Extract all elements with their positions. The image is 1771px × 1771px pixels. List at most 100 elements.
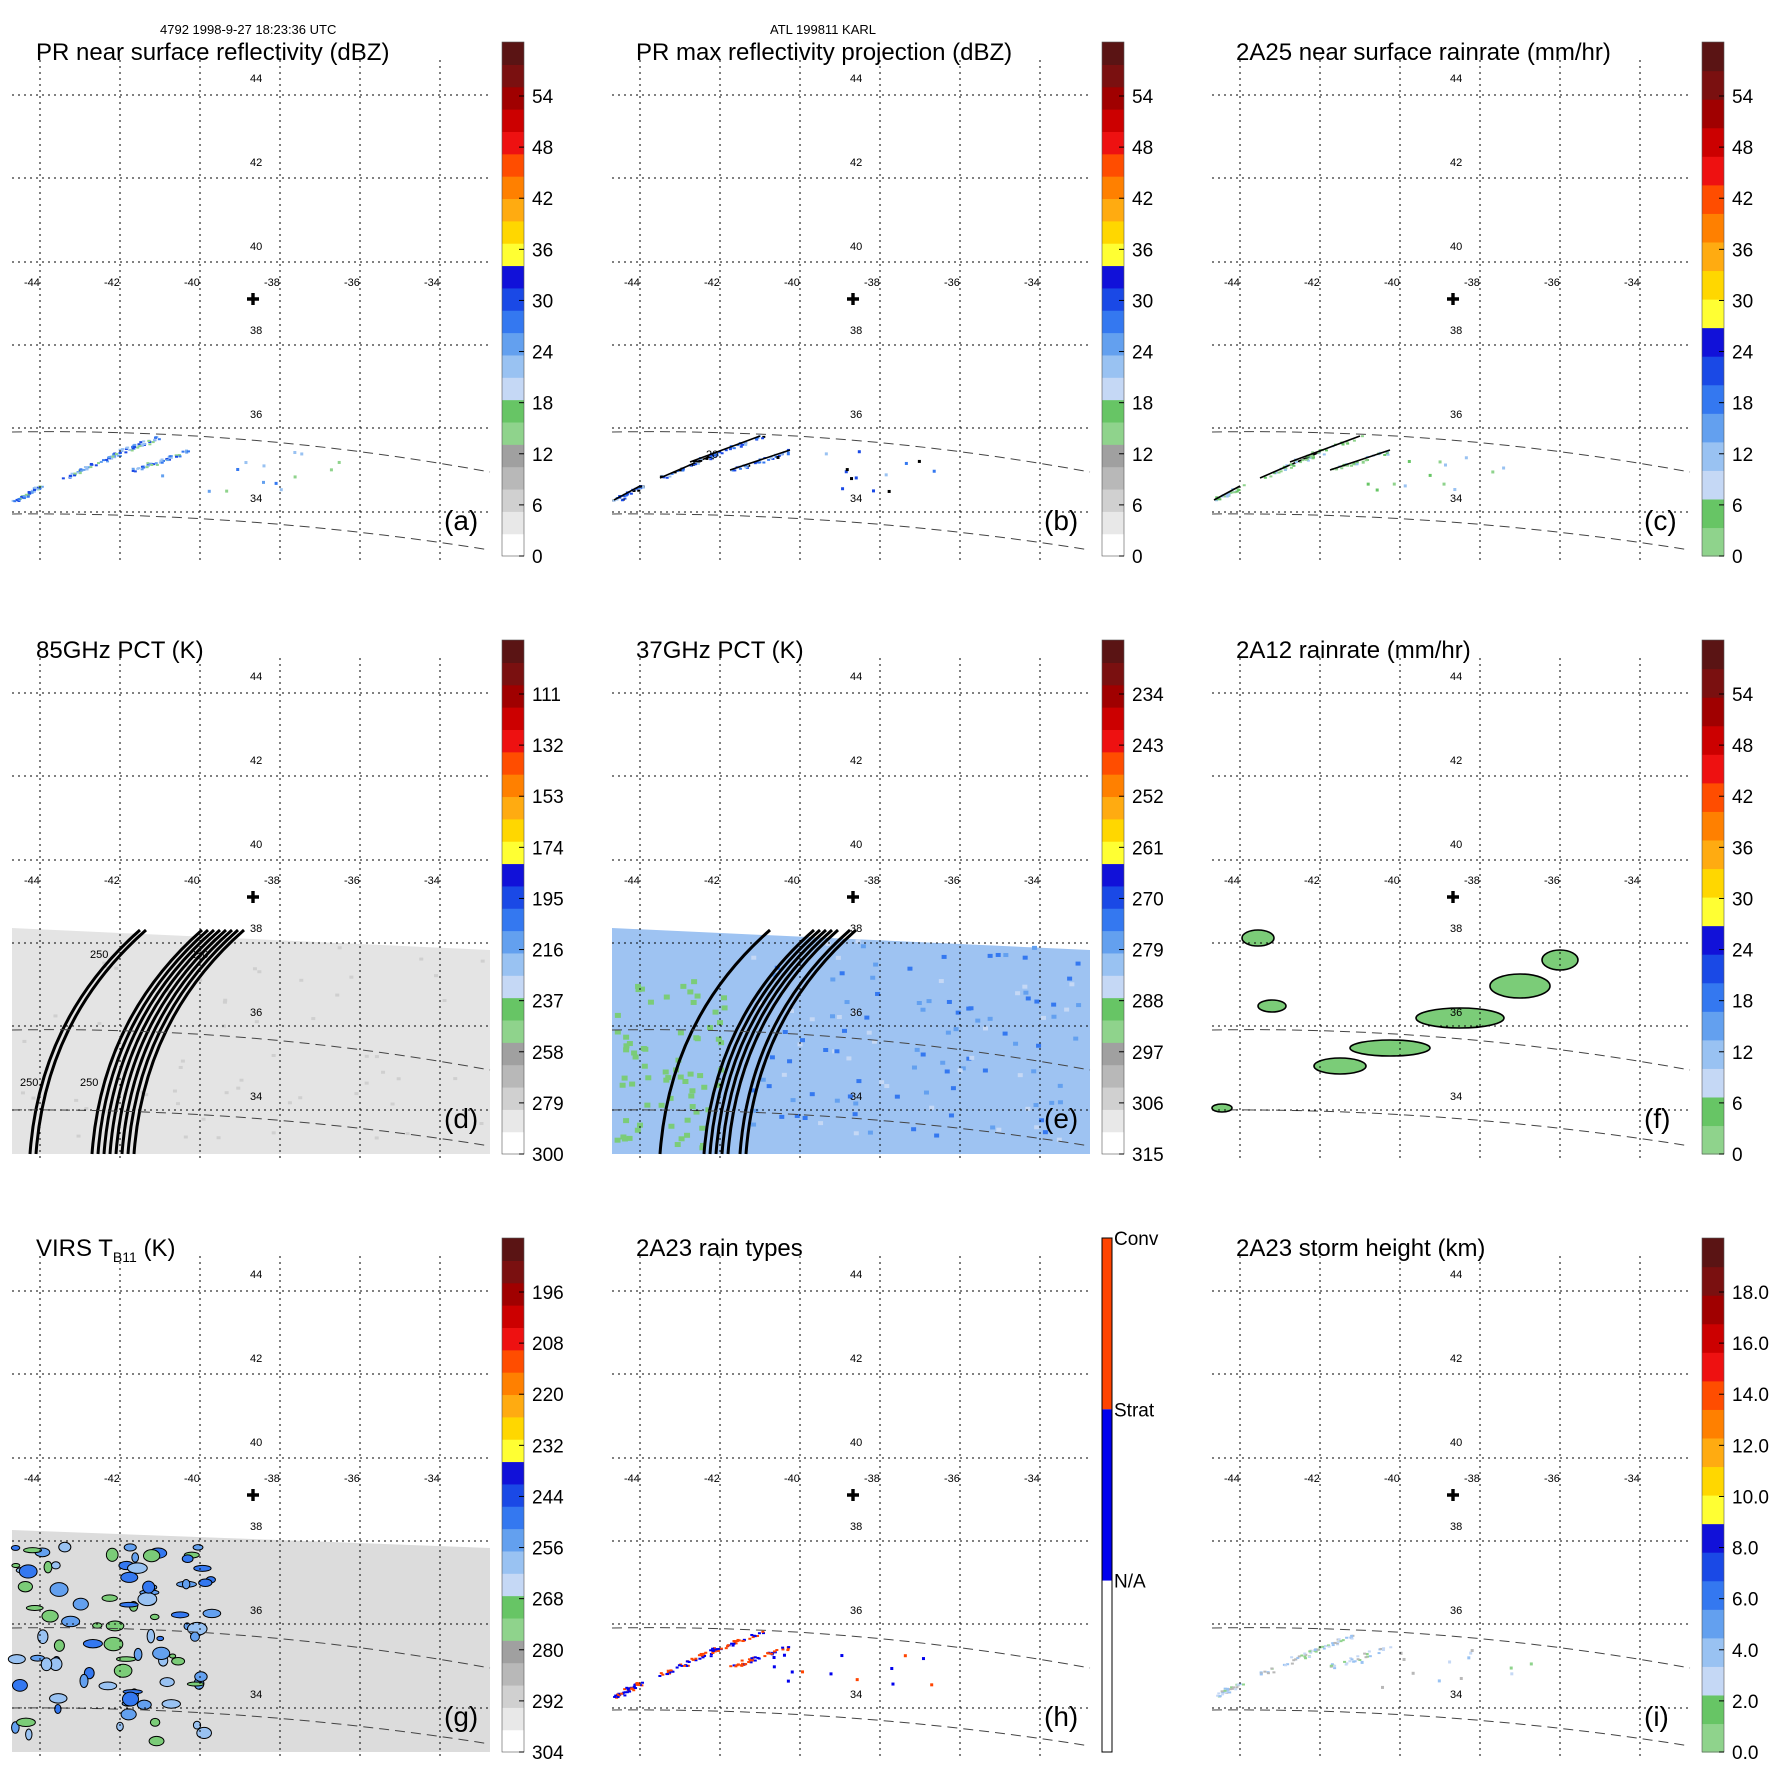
data-pixel xyxy=(701,1656,705,1659)
data-pixel xyxy=(1308,1655,1312,1658)
contour-label: 250 xyxy=(90,949,108,961)
lon-tick-label: -40 xyxy=(184,1473,200,1485)
data-pixel xyxy=(824,452,828,456)
data-pixel xyxy=(1381,1685,1385,1689)
lon-tick-label: -42 xyxy=(104,1473,120,1485)
data-pixel xyxy=(616,1696,620,1699)
data-pixel xyxy=(1329,1664,1333,1667)
data-pixel xyxy=(870,975,876,980)
data-pixel xyxy=(140,468,144,471)
data-pixel xyxy=(662,476,666,479)
data-pixel xyxy=(797,1042,803,1047)
colorbar-tick-label: 270 xyxy=(1132,889,1164,910)
data-pixel xyxy=(121,448,125,451)
swath-edge-south xyxy=(611,1709,1091,1747)
cloud-cell xyxy=(43,1560,53,1574)
center-plus-icon xyxy=(1447,891,1459,903)
data-pixel xyxy=(867,1130,873,1135)
data-pixel xyxy=(709,455,713,458)
contour-line xyxy=(729,449,791,471)
data-pixel xyxy=(856,1079,862,1084)
data-pixel xyxy=(613,1695,617,1698)
data-pixel xyxy=(1360,435,1364,438)
swath-edge-south xyxy=(11,1109,491,1147)
data-pixel xyxy=(1223,495,1227,498)
data-pixel xyxy=(1292,1659,1296,1662)
data-pixel xyxy=(996,1127,1002,1132)
data-pixel xyxy=(446,1123,451,1127)
data-pixel xyxy=(175,455,179,458)
panel-c: -44 -42 -40 -38 -36 -34 44 42 40 38 36 34 2A25 near … xyxy=(1211,39,1754,568)
data-pixel xyxy=(1336,1641,1340,1644)
colorbar-segment xyxy=(1702,1125,1724,1155)
data-pixel xyxy=(225,489,229,493)
data-pixel xyxy=(1290,1656,1294,1659)
cloud-cell xyxy=(116,1721,124,1732)
data-pixel xyxy=(1215,498,1219,501)
panel-title-text: 2A23 rain types xyxy=(636,1235,803,1262)
data-pixel xyxy=(987,1016,993,1021)
data-pixel xyxy=(1304,1657,1308,1660)
lon-tick-label: -44 xyxy=(1224,277,1240,289)
panel-title: 2A23 rain types xyxy=(636,1235,803,1262)
cloud-cell xyxy=(61,1615,81,1628)
colorbar-segment xyxy=(1702,1523,1724,1553)
data-pixel xyxy=(794,1113,800,1118)
data-pixel xyxy=(668,1671,672,1674)
data-pixel xyxy=(638,1684,642,1687)
data-pixel xyxy=(13,500,17,503)
data-pixel xyxy=(1031,1069,1037,1074)
data-pixel xyxy=(1529,1662,1533,1666)
data-pixel xyxy=(685,1664,689,1667)
data-pixel xyxy=(70,472,74,475)
data-pixel xyxy=(917,459,921,463)
data-pixel xyxy=(747,1661,751,1664)
data-pixel xyxy=(1438,460,1442,464)
colorbar-segment xyxy=(1702,1637,1724,1667)
data-pixel xyxy=(645,1075,652,1081)
data-pixel xyxy=(244,461,248,465)
cloud-cell xyxy=(17,1580,33,1593)
data-pixel xyxy=(612,499,616,502)
colorbar-segment xyxy=(1102,332,1124,356)
data-pixel xyxy=(694,1659,698,1662)
data-pixel xyxy=(1363,1652,1367,1655)
lat-tick-label: 40 xyxy=(850,1437,862,1449)
data-pixel xyxy=(761,1630,765,1633)
data-pixel xyxy=(710,457,714,460)
lon-tick-label: -38 xyxy=(1464,1473,1480,1485)
lon-tick-label: -40 xyxy=(184,875,200,887)
data-pixel xyxy=(716,1649,720,1652)
data-pixel xyxy=(696,462,700,465)
data-pixel xyxy=(678,469,682,472)
data-pixel xyxy=(20,495,24,498)
colorbar-tick-label: 174 xyxy=(532,838,564,859)
data-pixel xyxy=(160,458,164,461)
data-pixel xyxy=(736,444,740,447)
lat-tick-label: 34 xyxy=(250,1689,262,1701)
lat-tick-label: 42 xyxy=(250,1353,262,1365)
data-pixel xyxy=(623,497,627,500)
cloud-cell xyxy=(121,1691,140,1707)
colorbar-segment xyxy=(1702,1323,1724,1353)
data-pixel xyxy=(995,952,1001,957)
panel-label: (g) xyxy=(444,1701,478,1732)
data-pixel xyxy=(752,1634,756,1637)
data-pixel xyxy=(137,443,141,446)
data-pixel xyxy=(1350,1658,1354,1661)
lat-tick-label: 40 xyxy=(250,1437,262,1449)
data-pixel xyxy=(31,1096,36,1100)
data-pixel xyxy=(1346,442,1350,445)
data-pixel xyxy=(823,1047,829,1052)
colorbar-segment xyxy=(502,975,524,999)
center-plus-icon xyxy=(247,891,259,903)
cloud-cell xyxy=(186,1681,205,1687)
data-pixel xyxy=(166,989,171,993)
data-pixel xyxy=(1272,471,1276,474)
data-pixel xyxy=(1002,1031,1008,1036)
colorbar-tick-label: 280 xyxy=(532,1641,564,1662)
data-pixel xyxy=(311,1017,316,1021)
colorbar-tick-label: 12 xyxy=(1132,445,1153,466)
colorbar-tick-label: 24 xyxy=(1732,343,1754,364)
data-pixel xyxy=(629,1081,636,1087)
